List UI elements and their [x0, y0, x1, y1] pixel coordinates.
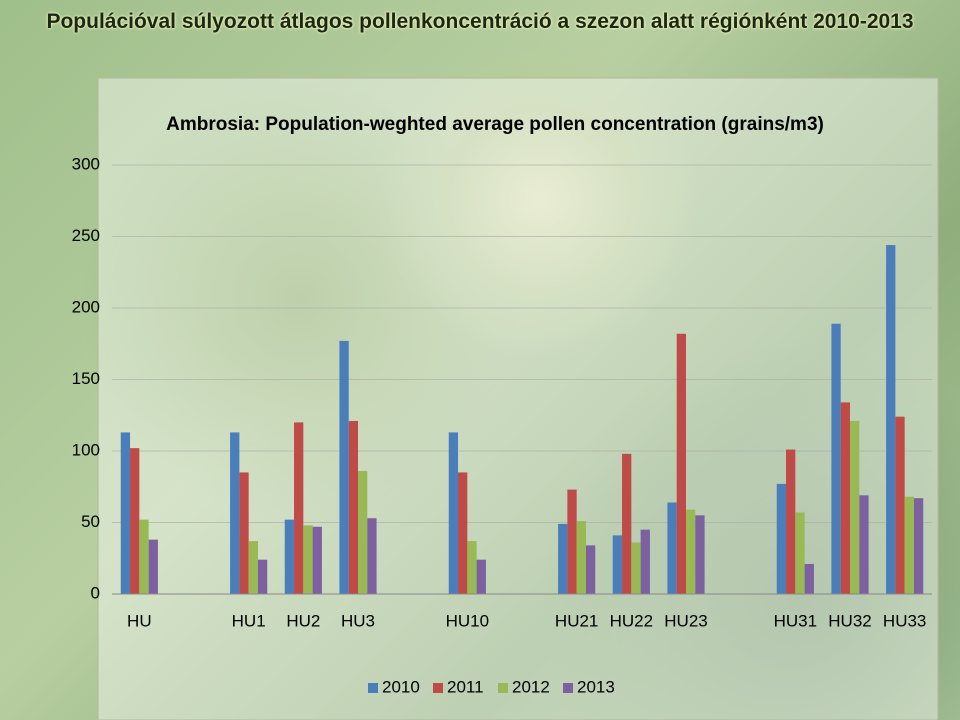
- bar: [476, 559, 486, 594]
- x-tick-label: HU3: [341, 611, 375, 630]
- y-tick-label: 0: [91, 583, 100, 602]
- bar: [348, 420, 358, 594]
- x-tick-label: HU1: [232, 611, 266, 630]
- y-tick-label: 250: [72, 226, 100, 245]
- y-tick-label: 150: [72, 369, 100, 388]
- bar: [230, 432, 240, 594]
- bar: [120, 432, 131, 594]
- x-tick-label: HU22: [610, 611, 653, 630]
- bar: [458, 472, 468, 594]
- bar: [148, 539, 158, 594]
- bar: [904, 496, 914, 594]
- bar: [248, 541, 258, 594]
- bar: [312, 526, 322, 594]
- bar: [640, 529, 650, 594]
- legend-swatch: [433, 683, 443, 693]
- bar: [130, 448, 140, 594]
- bar: [786, 449, 796, 594]
- bar: [776, 483, 787, 594]
- bar: [585, 545, 596, 594]
- bar: [840, 402, 850, 594]
- y-tick-label: 50: [81, 512, 100, 531]
- bar: [676, 333, 686, 594]
- bar: [558, 523, 568, 594]
- bar: [303, 525, 313, 594]
- x-tick-label: HU21: [555, 611, 598, 630]
- bar: [139, 519, 149, 594]
- slide-title: Populációval súlyozott átlagos pollenkon…: [46, 10, 914, 33]
- bar: [448, 432, 459, 594]
- bar: [831, 323, 841, 594]
- legend-swatch: [498, 683, 508, 693]
- x-tick-label: HU31: [774, 611, 817, 630]
- bar: [622, 453, 632, 594]
- bar: [339, 340, 349, 594]
- bar: [239, 472, 249, 594]
- bar: [795, 512, 805, 594]
- legend-label: 2011: [447, 677, 484, 696]
- bar: [567, 489, 577, 594]
- x-tick-label: HU23: [664, 611, 707, 630]
- bar: [686, 509, 696, 594]
- bar: [886, 245, 896, 594]
- bar: [804, 563, 814, 594]
- chart-title: Ambrosia: Population-weghted average pol…: [166, 114, 824, 135]
- bar: [358, 471, 368, 594]
- x-tick-label: HU32: [828, 611, 871, 630]
- bar: [859, 495, 869, 594]
- bar: [576, 521, 586, 594]
- bar: [631, 542, 641, 594]
- bar: [895, 416, 905, 594]
- bar: [257, 559, 268, 594]
- bar: [284, 519, 295, 594]
- bar: [667, 502, 677, 594]
- chart-area: [97, 77, 939, 720]
- bar: [612, 535, 623, 594]
- legend-label: 2012: [512, 677, 550, 696]
- y-tick-label: 200: [72, 297, 100, 316]
- legend-label: 2010: [382, 677, 420, 696]
- legend-swatch: [563, 683, 573, 693]
- bar: [467, 541, 477, 594]
- bar: [913, 498, 924, 594]
- bar: [695, 515, 705, 594]
- bar: [294, 422, 304, 594]
- bar: [367, 518, 377, 594]
- x-tick-label: HU: [127, 611, 152, 630]
- y-tick-label: 300: [72, 154, 100, 173]
- x-tick-label: HU2: [286, 611, 320, 630]
- x-tick-label: HU10: [446, 611, 489, 630]
- x-tick-label: HU33: [883, 611, 926, 630]
- legend-swatch: [368, 683, 378, 693]
- y-tick-label: 100: [72, 440, 100, 459]
- bar: [850, 420, 860, 594]
- legend-label: 2013: [577, 677, 615, 696]
